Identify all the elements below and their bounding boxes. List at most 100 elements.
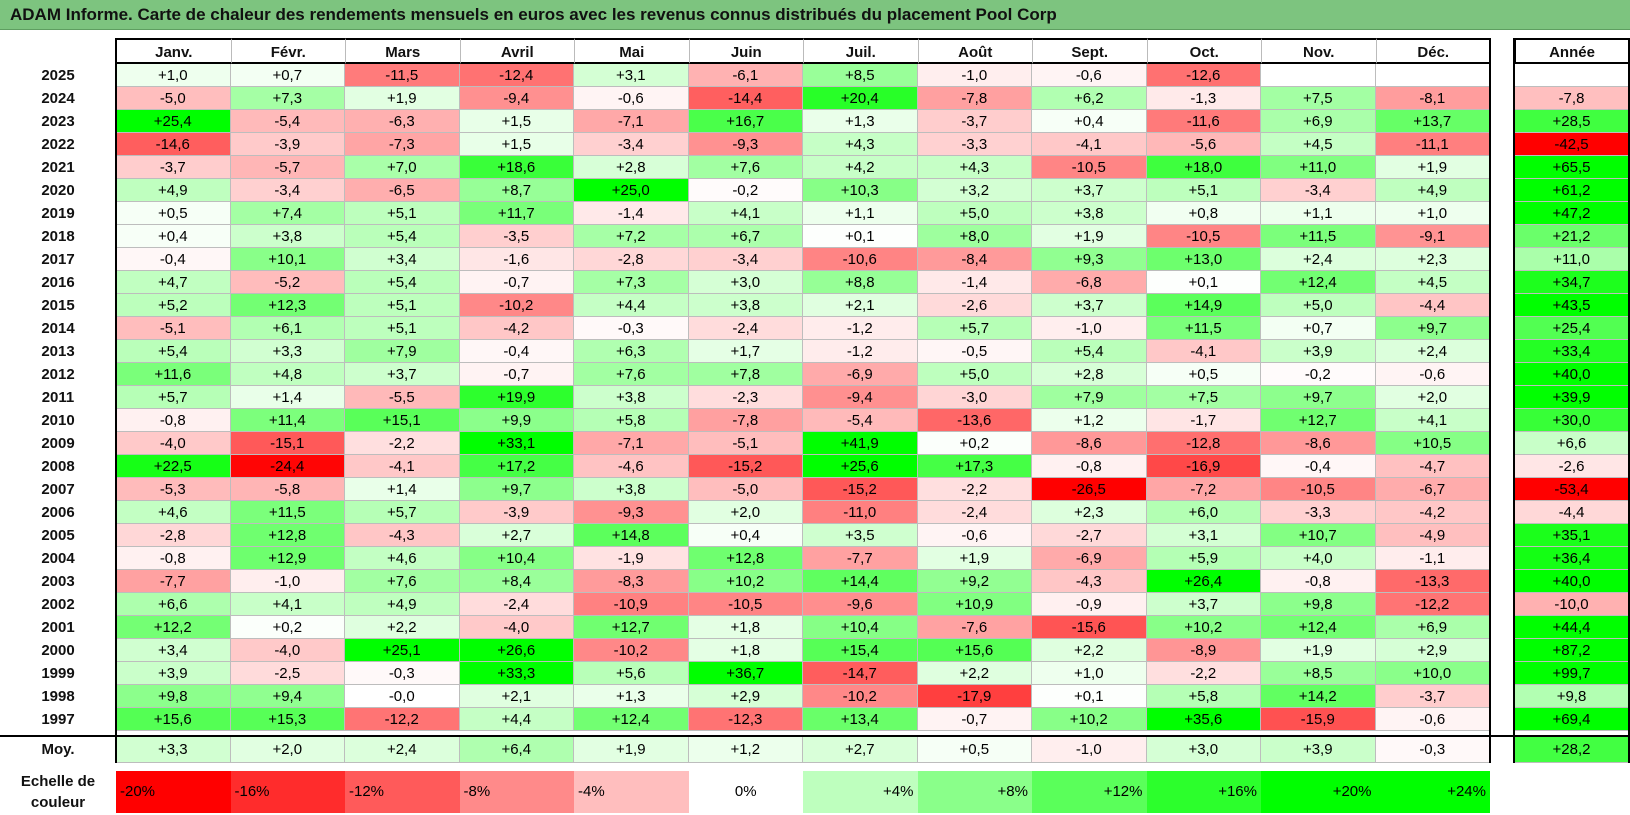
heatmap-cell: -0,5 bbox=[917, 340, 1032, 363]
heatmap-cell: -0,6 bbox=[1032, 64, 1147, 87]
heatmap-cell: -3,9 bbox=[230, 133, 345, 156]
annual-cell: -10,0 bbox=[1514, 593, 1630, 616]
legend-step: +20% bbox=[1261, 771, 1376, 813]
heatmap-cell: +7,6 bbox=[345, 570, 460, 593]
annual-cell: +28,5 bbox=[1514, 110, 1630, 133]
heatmap-cell: +22,5 bbox=[116, 455, 231, 478]
legend-step: +4% bbox=[803, 771, 918, 813]
heatmap-cell: +1,8 bbox=[688, 616, 803, 639]
heatmap-cell: +1,0 bbox=[1375, 202, 1490, 225]
heatmap-cell: +2,1 bbox=[459, 685, 574, 708]
heatmap-cell: +8,0 bbox=[917, 225, 1032, 248]
heatmap-cell: +17,3 bbox=[917, 455, 1032, 478]
year-label: 2016 bbox=[41, 274, 75, 291]
heatmap-cell: +1,2 bbox=[1032, 409, 1147, 432]
heatmap-cell: -0,6 bbox=[1375, 708, 1490, 731]
title-bar: ADAM Informe. Carte de chaleur des rende… bbox=[0, 0, 1630, 30]
heatmap-cell: -3,0 bbox=[917, 386, 1032, 409]
heatmap-cell: +7,6 bbox=[574, 363, 689, 386]
annual-cell: +87,2 bbox=[1514, 639, 1630, 662]
heatmap-cell: +3,5 bbox=[803, 524, 918, 547]
average-cell: +1,2 bbox=[688, 737, 803, 763]
heatmap-cell: +11,7 bbox=[459, 202, 574, 225]
heatmap-cell: +0,5 bbox=[1146, 363, 1261, 386]
heatmap-cell: +3,4 bbox=[345, 248, 460, 271]
heatmap-cell: -15,9 bbox=[1261, 708, 1376, 731]
heatmap-cell: +33,1 bbox=[459, 432, 574, 455]
chart-title: ADAM Informe. Carte de chaleur des rende… bbox=[10, 5, 1057, 24]
legend-step: -20% bbox=[116, 771, 231, 813]
average-cell: +2,0 bbox=[230, 737, 345, 763]
heatmap-cell: +2,1 bbox=[803, 294, 918, 317]
heatmap-cell: +5,9 bbox=[1146, 547, 1261, 570]
heatmap-cell: -3,7 bbox=[917, 110, 1032, 133]
annual-cell: +21,2 bbox=[1514, 225, 1630, 248]
heatmap-cell: +10,4 bbox=[459, 547, 574, 570]
heatmap-cell: +5,4 bbox=[345, 271, 460, 294]
heatmap-cell: -14,4 bbox=[688, 87, 803, 110]
heatmap-cell: -10,9 bbox=[574, 593, 689, 616]
heatmap-cell: +10,9 bbox=[917, 593, 1032, 616]
heatmap-cell: +10,2 bbox=[688, 570, 803, 593]
heatmap-cell: -4,4 bbox=[1375, 294, 1490, 317]
year-label: 2020 bbox=[41, 182, 75, 199]
year-frame-left bbox=[1513, 38, 1515, 763]
heatmap-cell: -1,7 bbox=[1146, 409, 1261, 432]
heatmap-cell: +10,5 bbox=[1375, 432, 1490, 455]
heatmap-cell: +20,4 bbox=[803, 87, 918, 110]
legend-step: -8% bbox=[459, 771, 574, 813]
heatmap-cell: -17,9 bbox=[917, 685, 1032, 708]
month-header-3: Avril bbox=[459, 38, 574, 64]
heatmap-cell: +13,4 bbox=[803, 708, 918, 731]
heatmap-cell: -2,4 bbox=[459, 593, 574, 616]
annual-cell: +65,5 bbox=[1514, 156, 1630, 179]
heatmap-cell: -1,2 bbox=[803, 340, 918, 363]
heatmap-cell: -0,4 bbox=[459, 340, 574, 363]
heatmap-cell: +2,2 bbox=[917, 662, 1032, 685]
heatmap-cell: +7,5 bbox=[1261, 87, 1376, 110]
heatmap-cell: +11,5 bbox=[1146, 317, 1261, 340]
annual-cell: +40,0 bbox=[1514, 363, 1630, 386]
heatmap-cell: -12,2 bbox=[345, 708, 460, 731]
heatmap-cell: -0,3 bbox=[345, 662, 460, 685]
heatmap-cell: +2,9 bbox=[688, 685, 803, 708]
heatmap-cell: +25,1 bbox=[345, 639, 460, 662]
heatmap-cell: -3,4 bbox=[688, 248, 803, 271]
heatmap-cell: -13,3 bbox=[1375, 570, 1490, 593]
heatmap-cell: -7,7 bbox=[803, 547, 918, 570]
year-label: 2001 bbox=[41, 619, 75, 636]
year-label: 1998 bbox=[41, 688, 75, 705]
heatmap-cell: +3,0 bbox=[688, 271, 803, 294]
heatmap-cell: -2,6 bbox=[917, 294, 1032, 317]
heatmap-cell: -5,3 bbox=[116, 478, 231, 501]
year-label: 2006 bbox=[41, 504, 75, 521]
heatmap-cell: -0,2 bbox=[688, 179, 803, 202]
annual-cell: +40,0 bbox=[1514, 570, 1630, 593]
heatmap-cell: +8,7 bbox=[459, 179, 574, 202]
heatmap-cell: +2,2 bbox=[345, 616, 460, 639]
annual-cell: +34,7 bbox=[1514, 271, 1630, 294]
heatmap-cell: +7,9 bbox=[345, 340, 460, 363]
heatmap-cell: -5,4 bbox=[803, 409, 918, 432]
annual-cell: +61,2 bbox=[1514, 179, 1630, 202]
heatmap-cell: -10,5 bbox=[1261, 478, 1376, 501]
heatmap-cell: -2,2 bbox=[345, 432, 460, 455]
annual-cell: +35,1 bbox=[1514, 524, 1630, 547]
heatmap-cell: +9,8 bbox=[116, 685, 231, 708]
month-header-1: Févr. bbox=[230, 38, 345, 64]
heatmap-cell: -1,0 bbox=[917, 64, 1032, 87]
heatmap-cell: -6,8 bbox=[1032, 271, 1147, 294]
heatmap-cell: +12,2 bbox=[116, 616, 231, 639]
heatmap-cell: +2,2 bbox=[1032, 639, 1147, 662]
heatmap-cell: -2,3 bbox=[688, 386, 803, 409]
heatmap-cell: +0,7 bbox=[230, 64, 345, 87]
heatmap-cell: -0,7 bbox=[459, 363, 574, 386]
heatmap-cell: -7,2 bbox=[1146, 478, 1261, 501]
heatmap-cell: -10,5 bbox=[688, 593, 803, 616]
heatmap-cell: -9,3 bbox=[574, 501, 689, 524]
year-label: 2021 bbox=[41, 159, 75, 176]
year-label: 2007 bbox=[41, 481, 75, 498]
heatmap-cell: +8,4 bbox=[459, 570, 574, 593]
heatmap-cell: +5,8 bbox=[574, 409, 689, 432]
heatmap-cell: +2,3 bbox=[1375, 248, 1490, 271]
